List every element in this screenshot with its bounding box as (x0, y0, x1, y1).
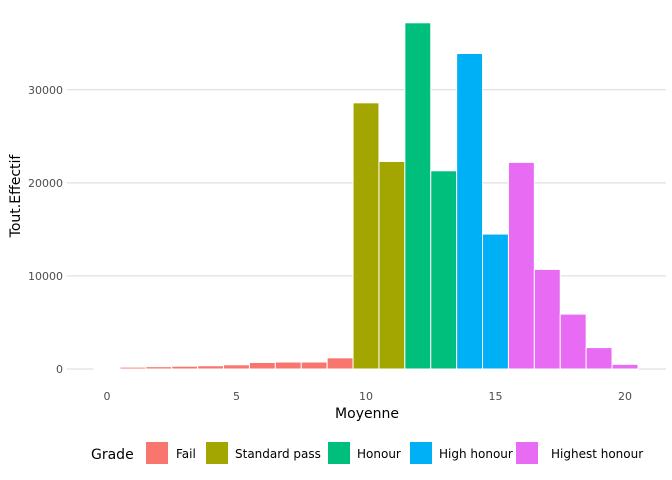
legend-label-fail: Fail (176, 447, 196, 461)
histogram-bar (93, 367, 121, 370)
histogram-bar (223, 364, 250, 370)
x-tick-label: 5 (233, 390, 240, 403)
histogram-bar (326, 357, 354, 370)
x-tick-label: 0 (104, 390, 111, 403)
histogram-bar (482, 233, 509, 370)
histogram-bar (378, 160, 406, 370)
legend-label-high-honour: High honour (439, 447, 513, 461)
legend-key-standard-pass (206, 442, 228, 464)
y-axis-ticks: 0 10000 20000 30000 (28, 84, 63, 376)
legend-key-high-honour (410, 442, 432, 464)
histogram-bar (611, 363, 639, 370)
histogram-bar (119, 366, 147, 370)
histogram-bar (559, 313, 587, 370)
legend-label-highest-honour: Highest honour (551, 447, 643, 461)
histogram-bar (145, 366, 173, 370)
histogram-bar (585, 347, 613, 370)
x-axis-ticks: 0 5 10 15 20 (104, 390, 633, 403)
legend-key-fail (146, 442, 168, 464)
y-axis-title: Tout.Effectif (8, 154, 24, 239)
histogram-bar (197, 365, 225, 370)
histogram-bar (456, 53, 484, 370)
histogram-bar (404, 22, 432, 370)
legend-key-highest-honour (516, 442, 538, 464)
legend: Grade Fail Standard pass Honour High honour… (91, 442, 643, 464)
histogram-bar (248, 361, 276, 370)
legend-key-honour (328, 442, 350, 464)
y-tick-label: 20000 (28, 177, 63, 190)
legend-label-honour: Honour (357, 447, 401, 461)
y-tick-label: 10000 (28, 270, 63, 283)
histogram-bar (171, 365, 199, 370)
histogram-bar (533, 268, 561, 370)
bars (93, 22, 639, 370)
legend-label-standard-pass: Standard pass (235, 447, 321, 461)
x-tick-label: 10 (359, 390, 373, 403)
histogram-bar (352, 102, 380, 370)
x-tick-label: 15 (489, 390, 503, 403)
y-tick-label: 30000 (28, 84, 63, 97)
histogram-bar (430, 170, 458, 370)
histogram-bar (274, 361, 302, 370)
histogram-bar (300, 361, 328, 370)
x-tick-label: 20 (618, 390, 632, 403)
legend-title: Grade (91, 447, 134, 463)
histogram-bar (507, 161, 535, 370)
x-axis-title: Moyenne (335, 406, 399, 422)
y-tick-label: 0 (56, 363, 63, 376)
